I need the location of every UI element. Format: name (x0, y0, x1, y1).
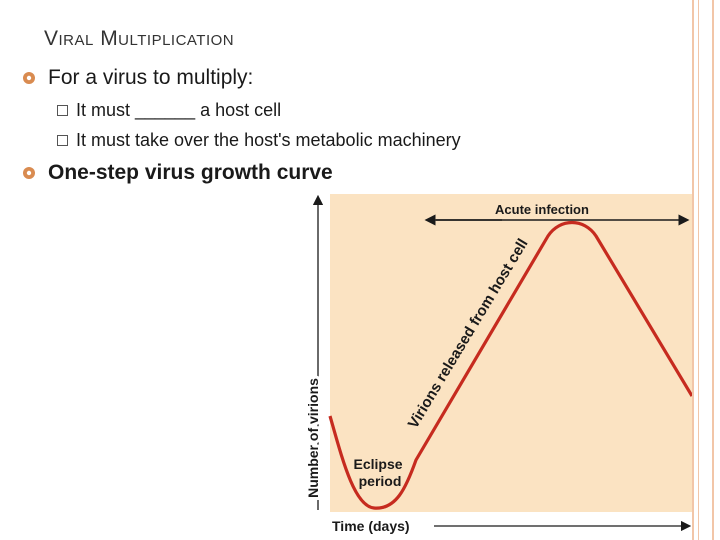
sub-bullet-text: It must take over the host's metabolic m… (76, 130, 461, 150)
y-axis-label: Number of virions (305, 378, 321, 498)
sub-bullet-item: It must take over the host's metabolic m… (57, 130, 461, 151)
slide-title: Viral Multiplication (44, 27, 235, 50)
x-axis-label: Time (days) (332, 518, 410, 534)
plot-area (330, 194, 692, 512)
decorative-border-line (698, 0, 699, 540)
bullet-text: For a virus to multiply: (48, 66, 254, 89)
sub-bullet-text: It must ______ a host cell (76, 100, 282, 120)
sub-bullet-item: It must ______ a host cell (57, 100, 281, 121)
growth-curve-chart: Number of virions Time (days) Acute infe… (302, 194, 692, 534)
box-bullet-icon (57, 105, 68, 116)
bullet-item: For a virus to multiply: (22, 66, 253, 90)
bullet-item: One-step virus growth curve (22, 161, 333, 185)
growth-curve (328, 221, 692, 510)
gear-bullet-icon (23, 167, 35, 179)
decorative-border-line (712, 0, 714, 540)
box-bullet-icon (57, 135, 68, 146)
eclipse-period-label: Eclipse period (354, 456, 407, 489)
bullet-text: One-step virus growth curve (48, 161, 333, 184)
acute-infection-label: Acute infection (495, 202, 589, 217)
decorative-border-line (692, 0, 694, 540)
gear-bullet-icon (23, 72, 35, 84)
